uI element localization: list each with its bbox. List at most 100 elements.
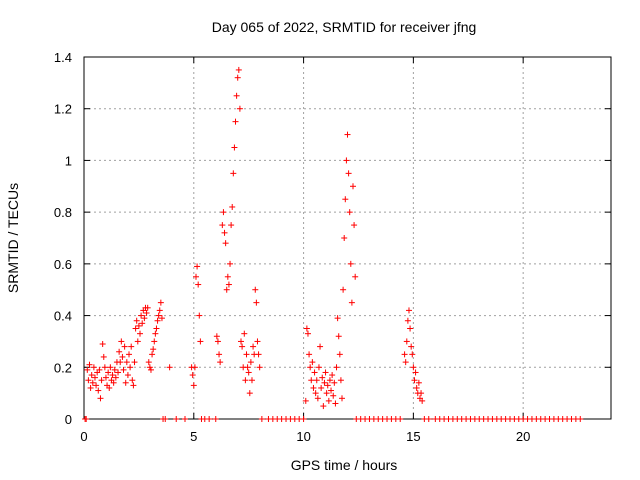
- data-point: [147, 366, 154, 373]
- data-point: [228, 222, 235, 229]
- data-point: [132, 325, 139, 332]
- data-point: [311, 369, 318, 376]
- data-point: [100, 353, 107, 360]
- data-point: [342, 196, 349, 203]
- data-point: [217, 359, 224, 366]
- data-point: [122, 379, 129, 386]
- data-point: [231, 144, 238, 151]
- data-point: [120, 366, 127, 373]
- data-point: [222, 240, 229, 247]
- data-point: [110, 379, 117, 386]
- data-point: [328, 387, 335, 394]
- data-point: [111, 366, 118, 373]
- data-point: [236, 105, 243, 112]
- y-tick-label: 0.6: [54, 257, 72, 272]
- data-point: [173, 416, 180, 422]
- data-point: [248, 377, 255, 384]
- data-point: [101, 364, 108, 371]
- data-point: [190, 382, 197, 389]
- data-point: [98, 377, 105, 384]
- data-point: [87, 384, 94, 391]
- data-point: [134, 338, 141, 345]
- data-point: [229, 203, 236, 210]
- data-point: [105, 369, 112, 376]
- data-point: [304, 330, 311, 337]
- data-point: [329, 372, 336, 379]
- data-point: [233, 92, 240, 99]
- data-point: [258, 416, 265, 422]
- y-tick-label: 0.4: [54, 309, 72, 324]
- data-point: [401, 351, 408, 358]
- data-point: [310, 384, 317, 391]
- data-point: [340, 286, 347, 293]
- y-tick-label: 0.8: [54, 205, 72, 220]
- data-point: [409, 351, 416, 358]
- data-point: [349, 183, 356, 190]
- data-point: [322, 369, 329, 376]
- data-point: [418, 390, 425, 397]
- data-point: [337, 377, 344, 384]
- data-point: [123, 359, 130, 366]
- data-point: [224, 273, 231, 280]
- data-point: [102, 374, 109, 381]
- y-tick-label: 1: [65, 153, 72, 168]
- data-point: [152, 330, 159, 337]
- data-point: [402, 359, 409, 366]
- data-point: [252, 286, 259, 293]
- data-point: [146, 364, 153, 371]
- data-point: [97, 395, 104, 402]
- data-point: [153, 325, 160, 332]
- data-point: [312, 390, 319, 397]
- data-point: [404, 317, 411, 324]
- data-point: [250, 343, 257, 350]
- data-point: [133, 317, 140, 324]
- data-point: [115, 369, 122, 376]
- data-point: [154, 317, 161, 324]
- data-point: [127, 364, 134, 371]
- data-point: [410, 364, 417, 371]
- data-point: [85, 377, 92, 384]
- data-point: [234, 74, 241, 81]
- data-point: [317, 343, 324, 350]
- data-point: [157, 299, 164, 306]
- data-point: [119, 353, 126, 360]
- data-point: [221, 229, 228, 236]
- data-point: [155, 312, 162, 319]
- data-point: [348, 299, 355, 306]
- data-point: [121, 343, 128, 350]
- data-point: [306, 351, 313, 358]
- data-point: [413, 384, 420, 391]
- data-point: [109, 372, 116, 379]
- data-point: [323, 390, 330, 397]
- data-point: [138, 312, 145, 319]
- data-point: [220, 209, 227, 216]
- data-point: [347, 260, 354, 267]
- data-point: [321, 379, 328, 386]
- data-point: [145, 359, 152, 366]
- data-point: [232, 118, 239, 125]
- data-point: [309, 359, 316, 366]
- data-point: [128, 343, 135, 350]
- data-point: [90, 364, 97, 371]
- data-point: [93, 382, 100, 389]
- x-axis-ticks: 0 5 10 15 20: [80, 57, 530, 444]
- data-point: [139, 320, 146, 327]
- data-point: [99, 341, 106, 348]
- data-point: [83, 416, 90, 422]
- data-point: [131, 359, 138, 366]
- data-point: [129, 377, 136, 384]
- data-point: [158, 315, 165, 322]
- data-point: [182, 416, 189, 422]
- data-point: [150, 346, 157, 353]
- data-point: [106, 384, 113, 391]
- x-tick-label: 10: [296, 429, 310, 444]
- data-point: [425, 416, 432, 422]
- y-tick-label: 0.2: [54, 360, 72, 375]
- data-point: [331, 379, 338, 386]
- data-point: [162, 416, 169, 422]
- data-point: [107, 364, 114, 371]
- data-point: [238, 338, 245, 345]
- data-point: [351, 222, 358, 229]
- data-point: [332, 400, 339, 407]
